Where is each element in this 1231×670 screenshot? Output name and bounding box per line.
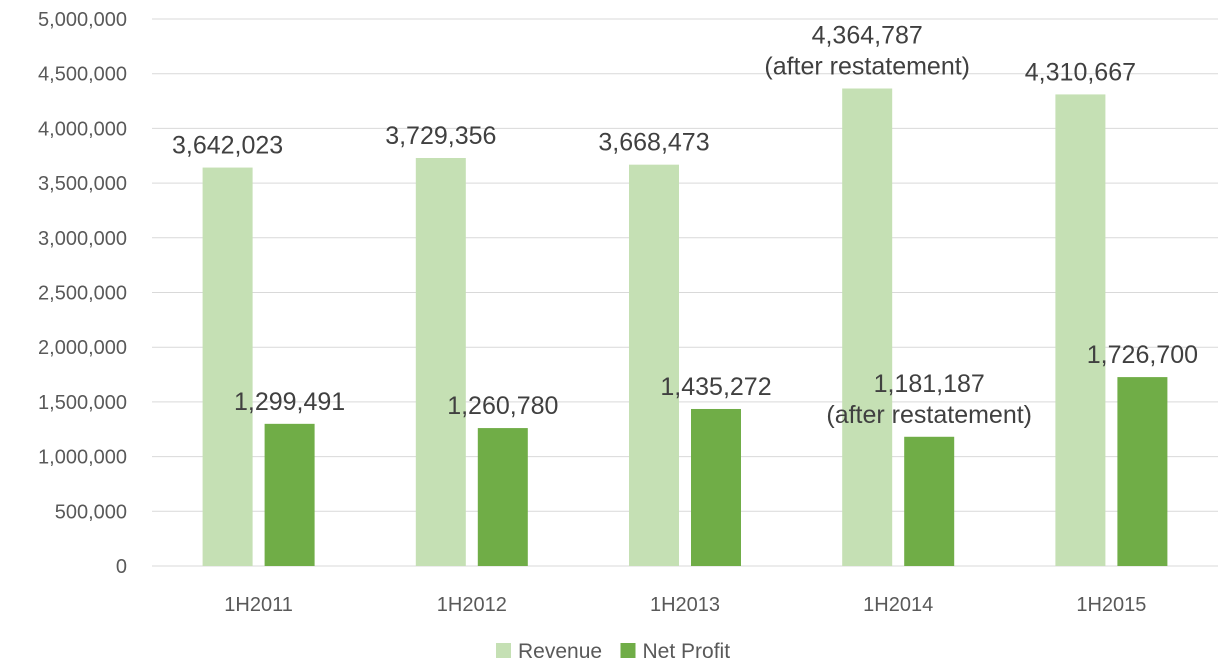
x-tick-label: 1H2011 bbox=[224, 594, 293, 616]
bar-net-profit bbox=[691, 408, 741, 566]
bar-revenue bbox=[842, 88, 893, 566]
data-label: 1,260,780 bbox=[447, 392, 558, 420]
bars bbox=[202, 88, 1168, 567]
legend-swatch bbox=[620, 643, 636, 658]
x-tick-label: 1H2015 bbox=[1076, 594, 1146, 616]
x-tick-label: 1H2013 bbox=[650, 594, 720, 616]
y-tick-label: 4,500,000 bbox=[38, 64, 127, 86]
y-tick-label: 1,000,000 bbox=[38, 447, 127, 469]
data-label: 1,726,700 bbox=[1087, 341, 1198, 369]
y-tick-label: 0 bbox=[116, 556, 127, 578]
data-label: 1,299,491 bbox=[234, 388, 345, 416]
data-label: 4,364,787 bbox=[812, 21, 923, 49]
x-tick-label: 1H2014 bbox=[863, 594, 933, 616]
bar-revenue bbox=[629, 164, 679, 566]
y-tick-label: 4,000,000 bbox=[38, 118, 127, 140]
bar-net-profit bbox=[264, 423, 315, 566]
y-tick-label: 500,000 bbox=[55, 501, 127, 523]
data-label: 3,642,023 bbox=[172, 132, 283, 160]
bar-revenue bbox=[202, 167, 253, 566]
legend-label: Net Profit bbox=[643, 640, 731, 663]
y-tick-label: 2,500,000 bbox=[38, 283, 127, 305]
data-label: 3,668,473 bbox=[598, 129, 709, 157]
data-label: (after restatement) bbox=[826, 401, 1032, 429]
legend: Revenue Net Profit bbox=[496, 640, 730, 663]
legend-swatch bbox=[496, 643, 511, 658]
data-label: 1,435,272 bbox=[660, 373, 771, 401]
data-label: 4,310,667 bbox=[1025, 58, 1136, 86]
bar-net-profit bbox=[904, 436, 955, 566]
bar-revenue bbox=[1055, 94, 1106, 567]
y-tick-label: 5,000,000 bbox=[38, 9, 127, 31]
legend-label: Revenue bbox=[518, 640, 602, 663]
data-labels: 3,642,023 1,299,491 3,729,356 1,260,780 3,66… bbox=[172, 21, 1198, 428]
data-label: 3,729,356 bbox=[385, 122, 496, 150]
gridlines bbox=[152, 18, 1218, 567]
y-tick-label: 1,500,000 bbox=[38, 392, 127, 414]
bar-net-profit bbox=[1117, 377, 1168, 566]
x-tick-label: 1H2012 bbox=[437, 594, 507, 616]
data-label: (after restatement) bbox=[764, 52, 970, 80]
y-axis-ticks: 0 500,000 1,000,000 1,500,000 2,000,000 2,500… bbox=[38, 9, 127, 578]
x-axis-ticks: 1H2011 1H2012 1H2013 1H2014 1H2015 bbox=[224, 594, 1146, 616]
data-label: 1,181,187 bbox=[874, 370, 985, 398]
y-tick-label: 3,500,000 bbox=[38, 173, 127, 195]
y-tick-label: 2,000,000 bbox=[38, 337, 127, 359]
y-tick-label: 3,000,000 bbox=[38, 228, 127, 250]
bar-revenue bbox=[415, 158, 466, 566]
bar-net-profit bbox=[477, 428, 528, 566]
